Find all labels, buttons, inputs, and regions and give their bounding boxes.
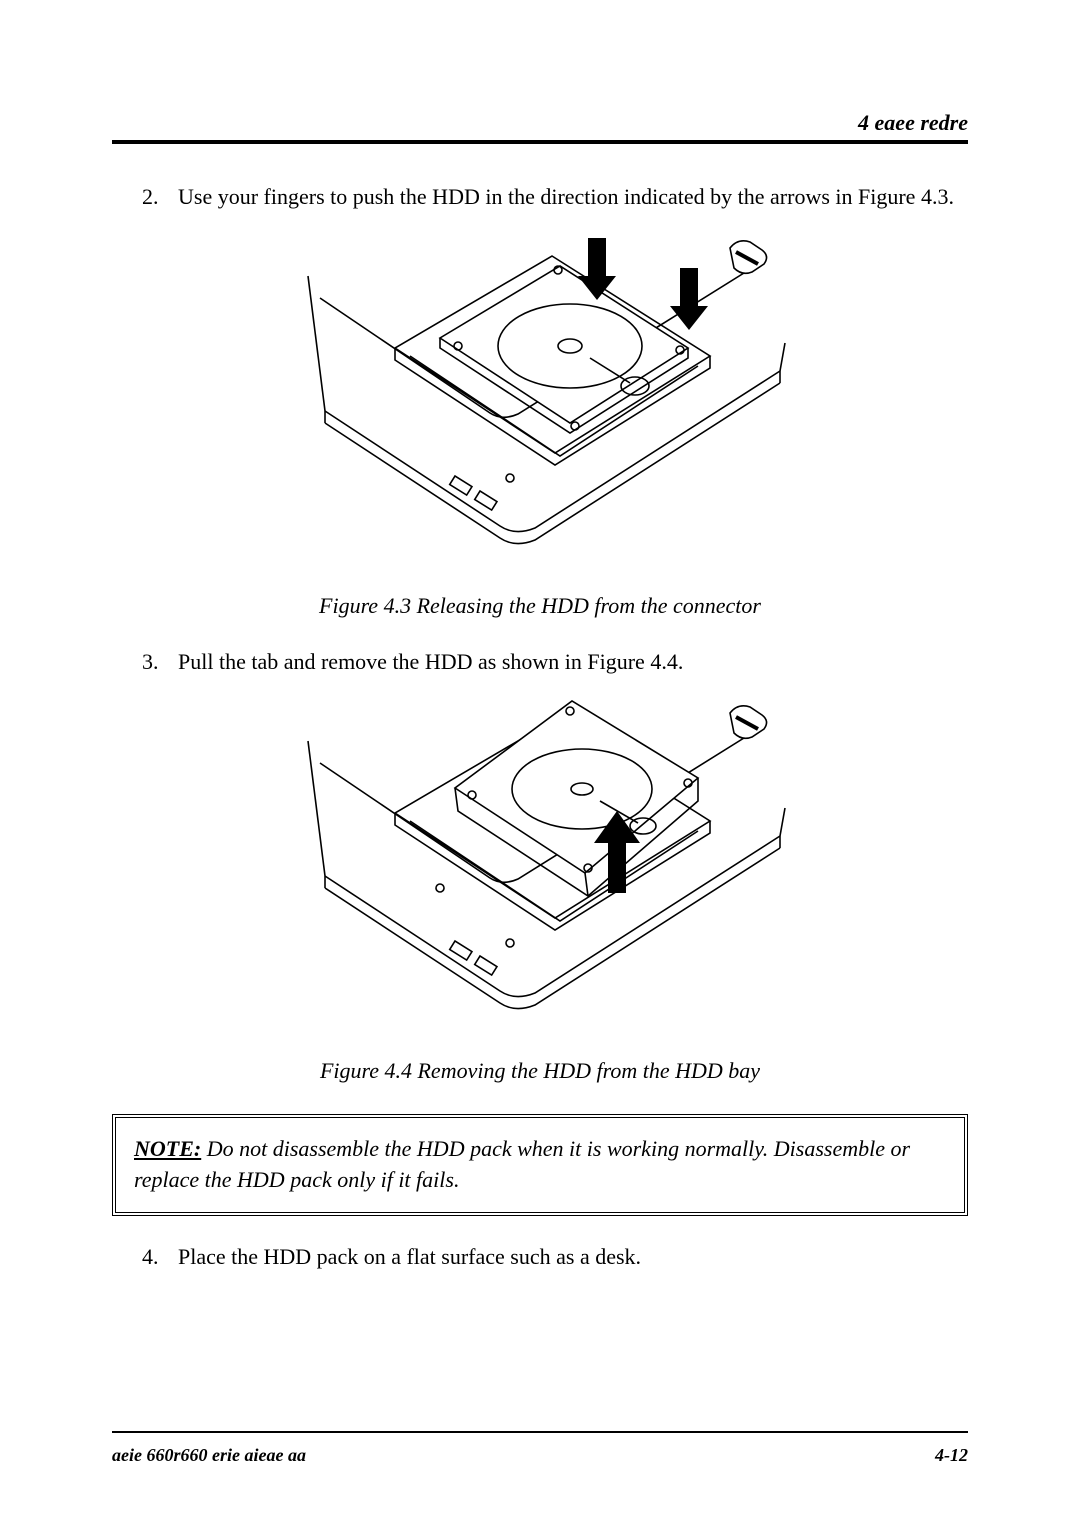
footer-page-number: 4-12 [935, 1445, 968, 1466]
caption-4-3: Figure 4.3 Releasing the HDD from the co… [112, 593, 968, 619]
page-header: 4 eaee redre [112, 110, 968, 136]
step-2: 2. Use your fingers to push the HDD in t… [142, 184, 968, 210]
step-number: 4. [142, 1244, 178, 1270]
caption-4-4: Figure 4.4 Removing the HDD from the HDD… [112, 1058, 968, 1084]
figure-4-3 [112, 228, 968, 563]
note-body: Do not disassemble the HDD pack when it … [134, 1136, 910, 1192]
step-text: Place the HDD pack on a flat surface suc… [178, 1244, 968, 1270]
page-footer: aeie 660r660 erie aieae aa 4-12 [112, 1431, 968, 1466]
hdd-push-diagram [290, 228, 790, 558]
page: 4 eaee redre 2. Use your fingers to push… [0, 0, 1080, 1528]
note-label: NOTE: [134, 1136, 201, 1161]
note-text: NOTE: Do not disassemble the HDD pack wh… [134, 1134, 946, 1196]
note-box: NOTE: Do not disassemble the HDD pack wh… [112, 1114, 968, 1216]
step-number: 3. [142, 649, 178, 675]
step-4: 4. Place the HDD pack on a flat surface … [142, 1244, 968, 1270]
header-rule [112, 140, 968, 144]
footer-left: aeie 660r660 erie aieae aa [112, 1445, 306, 1466]
hdd-remove-diagram [290, 693, 790, 1023]
step-text: Use your fingers to push the HDD in the … [178, 184, 968, 210]
footer-rule [112, 1431, 968, 1433]
step-number: 2. [142, 184, 178, 210]
figure-4-4 [112, 693, 968, 1028]
step-text: Pull the tab and remove the HDD as shown… [178, 649, 968, 675]
step-3: 3. Pull the tab and remove the HDD as sh… [142, 649, 968, 675]
